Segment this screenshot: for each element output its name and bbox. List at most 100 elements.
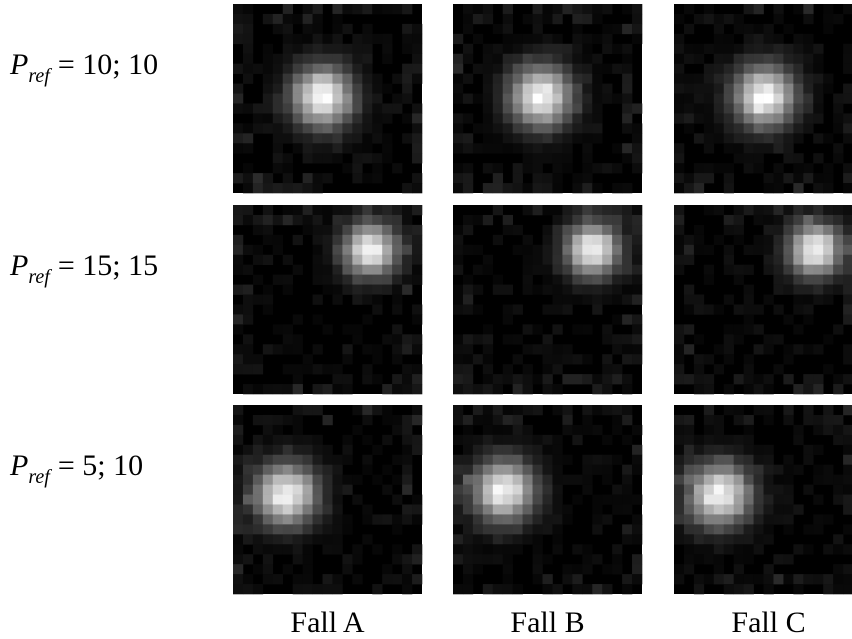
- figure: Pref= 10; 10Pref= 15; 15Pref= 5; 10Fall …: [0, 0, 852, 639]
- pixel: [632, 285, 642, 295]
- pixel: [352, 123, 362, 133]
- pixel: [543, 183, 553, 193]
- pixel: [493, 205, 503, 215]
- pixel: [392, 94, 402, 104]
- pixel: [582, 14, 592, 24]
- pixel: [483, 324, 493, 334]
- pixel: [773, 245, 783, 255]
- pixel: [592, 374, 602, 384]
- pixel: [332, 265, 342, 275]
- pixel: [382, 34, 392, 44]
- pixel: [734, 74, 744, 84]
- pixel: [562, 354, 572, 364]
- pixel: [263, 94, 273, 104]
- pixel: [783, 54, 793, 64]
- pixel: [323, 44, 333, 54]
- pixel: [323, 574, 333, 584]
- pixel: [704, 354, 714, 364]
- pixel: [473, 304, 483, 314]
- pixel: [552, 435, 562, 445]
- pixel: [283, 54, 293, 64]
- pixel: [493, 54, 503, 64]
- pixel: [352, 245, 362, 255]
- pixel: [263, 504, 273, 514]
- pixel: [833, 245, 843, 255]
- pixel: [293, 485, 303, 495]
- pixel: [744, 425, 754, 435]
- pixel: [332, 534, 342, 544]
- pixel: [323, 324, 333, 334]
- pixel: [533, 94, 543, 104]
- pixel: [313, 314, 323, 324]
- pixel: [463, 275, 473, 285]
- pixel: [352, 265, 362, 275]
- pixel: [552, 173, 562, 183]
- pixel: [562, 4, 572, 14]
- pixel: [724, 44, 734, 54]
- pixel: [602, 324, 612, 334]
- pixel: [503, 374, 513, 384]
- pixel: [362, 235, 372, 245]
- spot-image: [233, 205, 422, 394]
- pixel: [622, 215, 632, 225]
- pixel: [453, 485, 463, 495]
- pixel: [793, 44, 803, 54]
- pixel: [513, 405, 523, 415]
- pixel: [674, 485, 684, 495]
- pixel: [803, 173, 813, 183]
- pixel: [674, 534, 684, 544]
- pixel: [382, 384, 392, 394]
- pixel: [342, 163, 352, 173]
- pixel: [332, 113, 342, 123]
- pixel: [382, 235, 392, 245]
- pixel: [674, 415, 684, 425]
- pixel: [493, 183, 503, 193]
- pixel: [543, 245, 553, 255]
- pixel: [243, 44, 253, 54]
- pixel: [533, 374, 543, 384]
- pixel: [704, 504, 714, 514]
- pixel: [463, 445, 473, 455]
- pixel: [783, 235, 793, 245]
- pixel: [734, 205, 744, 215]
- pixel: [823, 225, 833, 235]
- pixel: [674, 94, 684, 104]
- pixel: [513, 143, 523, 153]
- pixel: [592, 384, 602, 394]
- pixel: [323, 205, 333, 215]
- pixel: [313, 103, 323, 113]
- pixel: [463, 485, 473, 495]
- pixel: [303, 113, 313, 123]
- pixel: [273, 113, 283, 123]
- pixel: [233, 364, 243, 374]
- pixel: [632, 225, 642, 235]
- pixel: [332, 275, 342, 285]
- pixel: [773, 34, 783, 44]
- pixel: [632, 143, 642, 153]
- pixel: [313, 205, 323, 215]
- pixel: [764, 485, 774, 495]
- pixel: [724, 163, 734, 173]
- pixel: [283, 153, 293, 163]
- pixel: [674, 475, 684, 485]
- pixel: [724, 215, 734, 225]
- pixel: [783, 103, 793, 113]
- pixel: [392, 495, 402, 505]
- pixel: [503, 364, 513, 374]
- pixel: [323, 445, 333, 455]
- pixel: [332, 465, 342, 475]
- pixel: [533, 324, 543, 334]
- pixel: [592, 265, 602, 275]
- pixel: [253, 245, 263, 255]
- pixel: [552, 455, 562, 465]
- pixel: [372, 265, 382, 275]
- pixel: [562, 405, 572, 415]
- pixel: [253, 295, 263, 305]
- pixel: [632, 455, 642, 465]
- pixel: [493, 425, 503, 435]
- pixel: [332, 123, 342, 133]
- pixel: [453, 123, 463, 133]
- pixel: [283, 255, 293, 265]
- pixel: [233, 24, 243, 34]
- pixel: [813, 44, 823, 54]
